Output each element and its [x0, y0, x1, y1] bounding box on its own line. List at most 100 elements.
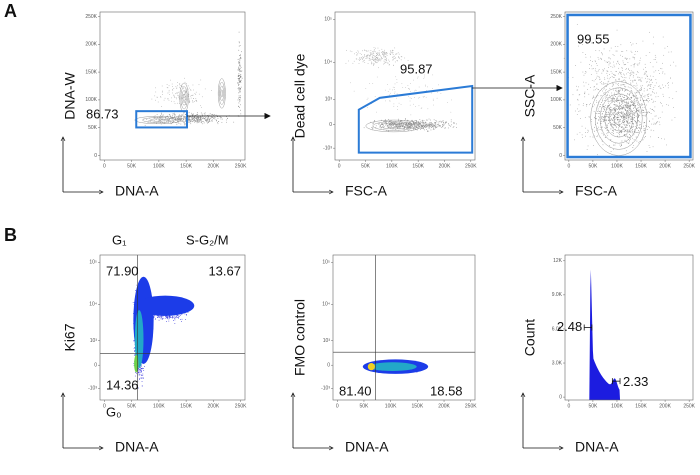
event-dot [455, 123, 457, 125]
event-dot [190, 116, 191, 118]
event-dot [631, 72, 633, 74]
event-dot [398, 123, 399, 124]
event-dot [168, 117, 169, 118]
event-dot [587, 132, 589, 133]
event-dot [597, 57, 599, 58]
event-dot [381, 48, 383, 50]
y-tick-label: 250K [550, 14, 562, 20]
event-dot [175, 116, 177, 117]
event-dot [384, 89, 386, 91]
event-dot [167, 118, 169, 120]
event-dot [403, 120, 405, 122]
event-dot [427, 123, 429, 125]
event-dot [162, 317, 164, 319]
event-dot [610, 128, 612, 130]
event-dot [189, 101, 191, 103]
event-dot [384, 121, 385, 123]
event-dot [590, 74, 592, 75]
event-dot [630, 114, 632, 116]
event-dot [370, 121, 372, 123]
event-dot [185, 123, 186, 125]
event-dot [632, 137, 633, 139]
event-dot [371, 58, 373, 60]
event-dot [635, 80, 636, 81]
event-dot [398, 53, 400, 55]
event-dot [168, 99, 170, 101]
event-dot [374, 55, 375, 57]
event-dot [411, 125, 413, 127]
event-dot [375, 56, 376, 57]
event-dot [637, 97, 638, 99]
event-dot [149, 120, 151, 122]
event-dot [620, 130, 622, 132]
event-dot [372, 62, 374, 64]
event-dot [670, 77, 671, 79]
event-dot [624, 114, 626, 116]
event-dot [192, 121, 194, 122]
event-dot [172, 316, 174, 318]
event-dot [596, 130, 597, 131]
event-dot [619, 131, 621, 132]
event-dot [612, 110, 614, 112]
event-dot [173, 101, 175, 103]
event-dot [601, 117, 603, 119]
event-dot [393, 124, 394, 126]
event-dot [391, 125, 393, 126]
event-dot [380, 128, 382, 130]
event-dot [614, 122, 616, 123]
event-dot [396, 53, 398, 55]
event-dot [420, 128, 422, 129]
event-dot [385, 53, 387, 55]
event-dot [176, 87, 178, 89]
event-dot [445, 122, 447, 123]
event-dot [655, 96, 657, 98]
event-dot [140, 365, 142, 367]
event-dot [422, 124, 424, 125]
event-dot [384, 52, 385, 53]
event-dot [168, 85, 170, 87]
event-dot [447, 127, 449, 129]
event-dot [377, 59, 379, 61]
event-dot [602, 83, 604, 85]
event-dot [392, 123, 394, 125]
event-dot [633, 95, 635, 97]
event-dot [181, 314, 183, 315]
event-dot [414, 122, 415, 124]
event-dot [626, 131, 628, 133]
event-dot [178, 315, 180, 317]
event-dot [628, 102, 630, 104]
event-dot [599, 104, 601, 105]
event-dot [622, 99, 624, 101]
event-dot [653, 100, 654, 102]
event-dot [376, 53, 377, 55]
event-dot [240, 109, 241, 111]
event-dot [183, 115, 185, 117]
event-dot [390, 53, 391, 55]
event-dot [188, 116, 190, 118]
event-dot [161, 91, 163, 93]
event-dot [649, 62, 651, 63]
event-dot [238, 41, 240, 43]
event-dot [240, 77, 241, 78]
event-dot [613, 98, 615, 99]
event-dot [608, 117, 610, 118]
event-dot [138, 368, 139, 370]
event-dot [639, 124, 640, 126]
event-dot [651, 79, 652, 81]
event-dot [608, 78, 610, 80]
y-tick-label: -10³ [323, 145, 332, 151]
event-dot [646, 104, 647, 106]
plot-panel: 0 50K 100K 150K 200K 250K-10³010³10⁴10⁵DNA-AF… [292, 254, 477, 455]
event-dot [430, 123, 432, 125]
event-dot [622, 123, 624, 125]
event-dot [579, 132, 581, 134]
event-dot [612, 96, 614, 98]
event-dot [387, 125, 388, 127]
event-dot [155, 91, 157, 93]
event-dot [383, 54, 385, 56]
event-dot [638, 90, 640, 91]
event-dot [354, 53, 355, 55]
event-dot [631, 127, 632, 129]
event-dot [628, 99, 630, 100]
event-dot [239, 97, 241, 98]
